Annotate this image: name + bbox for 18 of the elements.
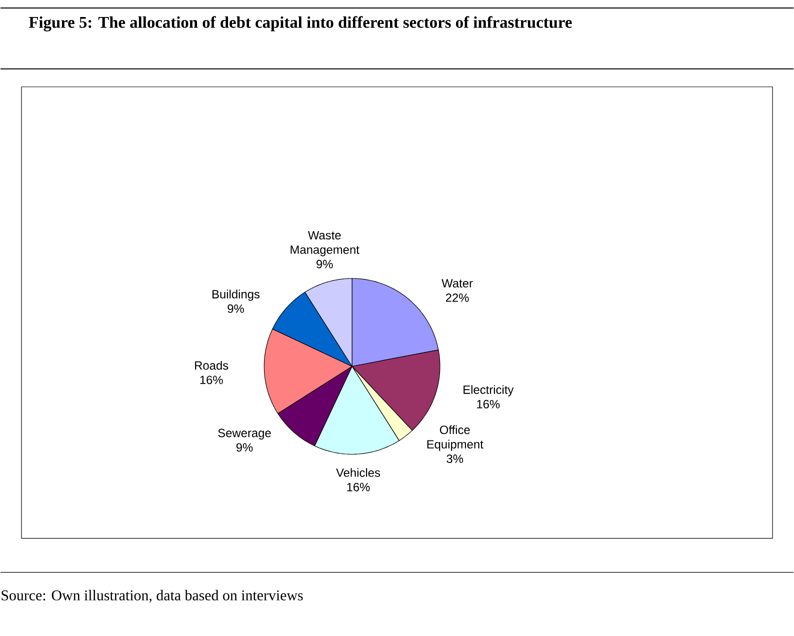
slice-label: Sewerage bbox=[218, 428, 271, 440]
source-note: Source: Own illustration, data based on interviews bbox=[2, 590, 303, 602]
slice-label: Water bbox=[442, 279, 473, 288]
data-label: 9% bbox=[316, 260, 333, 268]
data-label: 16% bbox=[347, 482, 370, 492]
data-label: 3% bbox=[446, 454, 464, 463]
slice-label: Office Equipment bbox=[427, 425, 484, 451]
slice-label: Vehicles bbox=[336, 468, 380, 477]
slice-label: Buildings bbox=[212, 290, 260, 301]
data-label: 22% bbox=[446, 293, 469, 302]
data-label: 9% bbox=[228, 304, 244, 313]
slice-label: Electricity bbox=[464, 385, 514, 396]
data-label: 16% bbox=[477, 400, 500, 408]
slice-label: Roads bbox=[195, 360, 228, 370]
chart-title: Figure 5: The allocation of debt capital into different sectors of infrastructure bbox=[28, 16, 572, 32]
slice-label: Waste Management bbox=[290, 231, 360, 256]
data-label: 9% bbox=[236, 443, 253, 452]
data-label: 16% bbox=[200, 376, 223, 384]
